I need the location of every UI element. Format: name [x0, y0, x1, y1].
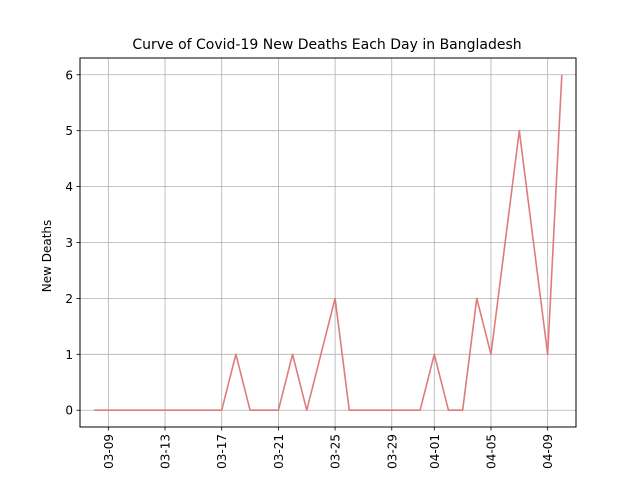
data-point [193, 409, 195, 411]
y-axis: 0 1 2 3 4 5 6 [65, 68, 80, 418]
data-point [249, 409, 251, 411]
x-tick-label: 03-17 [215, 434, 229, 469]
x-tick-label: 04-09 [541, 434, 555, 469]
series-layer [93, 74, 563, 412]
data-point [278, 409, 280, 411]
data-point [108, 409, 110, 411]
data-point [377, 409, 379, 411]
data-point [320, 354, 322, 356]
data-point [504, 242, 506, 244]
x-tick-label: 03-29 [385, 434, 399, 469]
x-tick-label: 04-01 [428, 434, 442, 469]
data-point [263, 409, 265, 411]
data-point [178, 409, 180, 411]
data-point [122, 409, 124, 411]
data-point [419, 409, 421, 411]
data-point [490, 354, 492, 356]
data-point [334, 298, 336, 300]
y-tick-label: 3 [65, 236, 73, 250]
x-tick-label: 03-21 [272, 434, 286, 469]
y-tick-label: 5 [65, 124, 73, 138]
series-line-0 [94, 74, 563, 412]
y-tick-label: 6 [65, 68, 73, 82]
data-point [533, 242, 535, 244]
data-point [405, 409, 407, 411]
data-point [306, 409, 308, 411]
data-point [93, 409, 95, 411]
chart-title: Curve of Covid-19 New Deaths Each Day in… [132, 37, 521, 53]
data-point [476, 298, 478, 300]
data-point [519, 130, 521, 132]
x-tick-label: 03-13 [159, 434, 173, 469]
data-point [462, 409, 464, 411]
data-point [207, 409, 209, 411]
grid [80, 58, 576, 427]
x-tick-label: 03-25 [329, 434, 343, 469]
data-point [136, 409, 138, 411]
data-point [448, 409, 450, 411]
y-tick-label: 1 [65, 348, 73, 362]
data-point [561, 74, 563, 76]
data-point [164, 409, 166, 411]
data-point [363, 409, 365, 411]
y-tick-label: 4 [65, 180, 73, 194]
data-point [547, 354, 549, 356]
data-point [391, 409, 393, 411]
x-axis: 03-09 03-13 03-17 03-21 03-25 03-29 04-01 04-05… [102, 427, 555, 469]
data-point [292, 354, 294, 356]
x-tick-label: 04-05 [484, 434, 498, 469]
y-tick-label: 2 [65, 292, 73, 306]
x-tick-label: 03-09 [102, 434, 116, 469]
data-point [150, 409, 152, 411]
y-axis-label: New Deaths [40, 220, 54, 293]
data-point [235, 354, 237, 356]
data-point [221, 409, 223, 411]
data-point [348, 409, 350, 411]
data-point [433, 354, 435, 356]
y-tick-label: 0 [65, 404, 73, 418]
